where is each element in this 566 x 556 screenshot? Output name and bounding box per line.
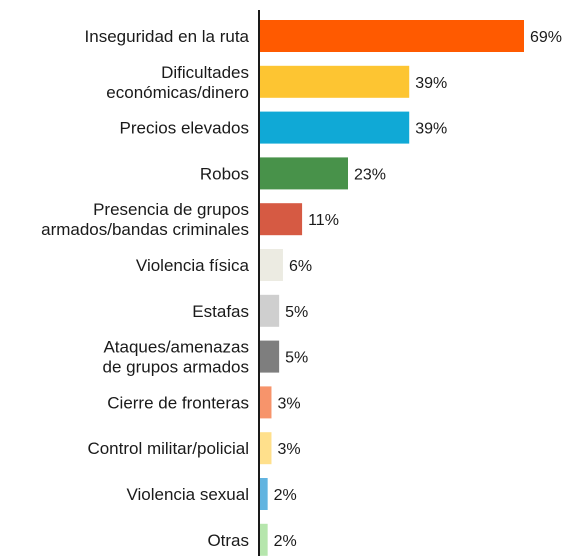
category-label-4: Presencia de grupos armados/bandas crimin… bbox=[41, 200, 249, 239]
category-label-8: Cierre de fronteras bbox=[107, 393, 249, 412]
value-label-4: 11% bbox=[308, 212, 339, 229]
category-label-4-line-1: armados/bandas criminales bbox=[41, 220, 249, 239]
bar-1 bbox=[260, 65, 410, 98]
category-label-6: Estafas bbox=[192, 302, 249, 321]
bar-5 bbox=[260, 249, 283, 281]
category-label-6-line-0: Estafas bbox=[192, 302, 249, 321]
value-label-9: 3% bbox=[277, 441, 300, 458]
bar-4 bbox=[260, 203, 303, 236]
value-label-7: 5% bbox=[285, 350, 308, 367]
category-label-4-line-0: Presencia de grupos bbox=[93, 200, 249, 219]
category-labels-group: Inseguridad en la ruta Dificultades económ… bbox=[41, 27, 249, 550]
value-label-8: 3% bbox=[277, 395, 300, 412]
category-label-11: Otras bbox=[207, 531, 249, 550]
bar-9 bbox=[260, 432, 272, 465]
value-label-2: 39% bbox=[415, 121, 447, 138]
bar-7 bbox=[260, 340, 280, 373]
value-label-5: 6% bbox=[289, 258, 312, 275]
value-label-0: 69% bbox=[530, 29, 562, 46]
category-label-1-line-0: Dificultades bbox=[161, 63, 249, 82]
bars-group bbox=[260, 20, 524, 556]
category-label-3-line-0: Robos bbox=[200, 164, 249, 183]
category-label-9-line-0: Control militar/policial bbox=[87, 439, 249, 458]
bar-11 bbox=[260, 523, 268, 556]
category-label-3: Robos bbox=[200, 164, 249, 183]
category-label-8-line-0: Cierre de fronteras bbox=[107, 393, 249, 412]
bar-8 bbox=[260, 386, 272, 419]
bar-10 bbox=[260, 478, 268, 510]
value-label-6: 5% bbox=[285, 304, 308, 321]
category-label-5-line-0: Violencia física bbox=[136, 256, 250, 275]
category-label-9: Control militar/policial bbox=[87, 439, 249, 458]
bar-0 bbox=[260, 20, 524, 52]
bar-6 bbox=[260, 294, 280, 327]
category-label-7: Ataques/amenazas de grupos armados bbox=[103, 338, 249, 377]
bar-3 bbox=[260, 157, 348, 190]
category-label-0: Inseguridad en la ruta bbox=[85, 27, 250, 46]
category-label-1-line-1: económicas/dinero bbox=[106, 83, 249, 102]
category-label-2: Precios elevados bbox=[120, 119, 249, 138]
value-label-11: 2% bbox=[274, 533, 297, 550]
category-label-7-line-1: de grupos armados bbox=[103, 358, 249, 377]
category-label-10-line-0: Violencia sexual bbox=[126, 485, 249, 504]
category-label-10: Violencia sexual bbox=[126, 485, 249, 504]
value-labels-group: 69% 39% 39% 23% 11% 6% 5% 5% 3% 3% 2% 2% bbox=[274, 29, 562, 550]
value-label-10: 2% bbox=[274, 487, 297, 504]
value-label-3: 23% bbox=[354, 166, 386, 183]
category-label-5: Violencia física bbox=[136, 256, 250, 275]
category-label-7-line-0: Ataques/amenazas bbox=[103, 338, 249, 357]
category-label-11-line-0: Otras bbox=[207, 531, 249, 550]
category-label-0-line-0: Inseguridad en la ruta bbox=[85, 27, 250, 46]
bar-2 bbox=[260, 111, 410, 144]
value-label-1: 39% bbox=[415, 75, 447, 92]
category-label-1: Dificultades económicas/dinero bbox=[106, 63, 249, 102]
category-label-2-line-0: Precios elevados bbox=[120, 119, 249, 138]
